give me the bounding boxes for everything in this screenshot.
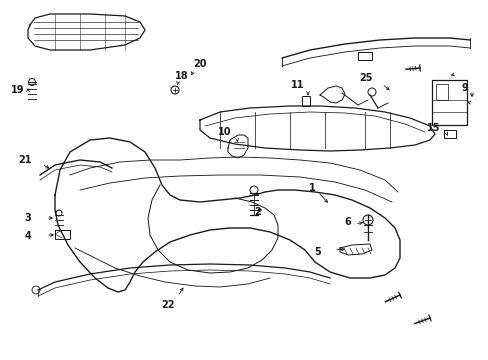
Text: 18: 18	[175, 71, 188, 81]
Text: 9: 9	[461, 83, 468, 93]
Text: 10: 10	[218, 127, 231, 137]
Text: 11: 11	[291, 80, 304, 90]
Text: 1: 1	[308, 183, 315, 193]
Text: 15: 15	[427, 123, 440, 133]
Text: 20: 20	[193, 59, 206, 69]
Text: 5: 5	[314, 247, 321, 257]
Text: 19: 19	[11, 85, 25, 95]
Text: 2: 2	[254, 207, 261, 217]
Text: 6: 6	[344, 217, 351, 227]
Text: 21: 21	[18, 155, 32, 165]
Text: 3: 3	[24, 213, 31, 223]
Text: 22: 22	[161, 300, 174, 310]
Text: 25: 25	[359, 73, 372, 83]
Text: 4: 4	[24, 231, 31, 241]
